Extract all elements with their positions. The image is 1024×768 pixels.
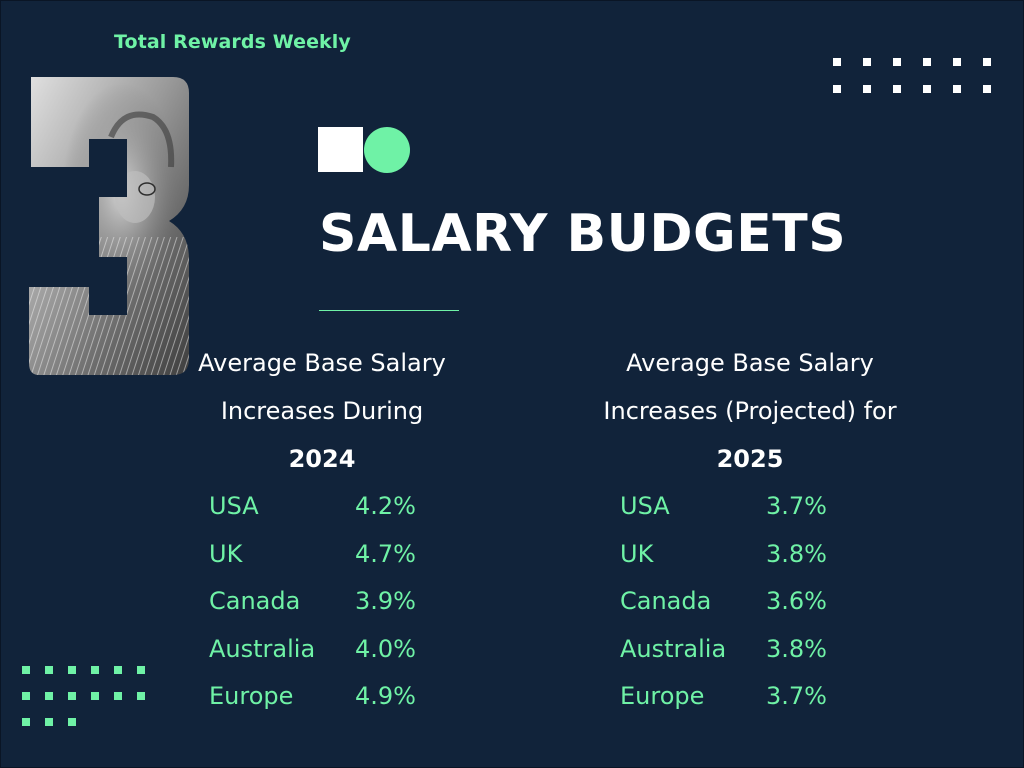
region-name: USA <box>620 492 670 520</box>
region-name: Europe <box>209 682 294 710</box>
salary-increases-2024: Average Base Salary Increases During 202… <box>181 339 463 721</box>
page-title: SALARY BUDGETS <box>319 204 847 264</box>
list-item: UK 3.8% <box>581 531 919 579</box>
list-item: Australia 4.0% <box>181 626 463 674</box>
column-heading-line2: Increases (Projected) for <box>603 397 897 425</box>
increase-value: 4.9% <box>355 682 416 710</box>
column-heading-line2: Increases During <box>220 397 424 425</box>
logo-circle-shape <box>364 127 410 173</box>
list-item: USA 3.7% <box>581 483 919 531</box>
column-year: 2025 <box>716 445 784 473</box>
region-name: Canada <box>620 587 712 615</box>
brand-logo <box>318 127 410 173</box>
list-item: USA 4.2% <box>181 483 463 531</box>
list-item: UK 4.7% <box>181 531 463 579</box>
increase-value: 3.8% <box>766 539 827 568</box>
title-divider <box>319 310 459 311</box>
column-heading-line1: Average Base Salary <box>198 349 446 377</box>
region-name: Australia <box>620 634 727 663</box>
region-name: UK <box>209 539 243 568</box>
increase-value: 3.6% <box>766 587 827 615</box>
region-name: Canada <box>209 587 301 615</box>
column-heading-line1: Average Base Salary <box>626 349 874 377</box>
region-list: USA 3.7% UK 3.8% Canada 3.6% Australia 3… <box>581 483 919 721</box>
issue-number-graphic <box>29 77 189 375</box>
list-item: Europe 3.7% <box>581 673 919 721</box>
salary-increases-2025: Average Base Salary Increases (Projected… <box>581 339 919 721</box>
increase-value: 3.9% <box>355 587 416 615</box>
increase-value: 3.7% <box>766 492 827 520</box>
region-name: USA <box>209 492 259 520</box>
decorative-dots-top <box>833 58 991 93</box>
region-name: Australia <box>209 634 316 663</box>
region-name: UK <box>620 539 654 568</box>
logo-square-shape <box>318 127 363 172</box>
region-name: Europe <box>620 682 705 710</box>
list-item: Australia 3.8% <box>581 626 919 674</box>
region-list: USA 4.2% UK 4.7% Canada 3.9% Australia 4… <box>181 483 463 721</box>
brand-title: Total Rewards Weekly <box>114 31 351 53</box>
column-year: 2024 <box>288 445 356 473</box>
increase-value: 4.2% <box>355 492 416 520</box>
increase-value: 4.0% <box>355 634 416 663</box>
increase-value: 3.7% <box>766 682 827 710</box>
increase-value: 4.7% <box>355 539 416 568</box>
list-item: Europe 4.9% <box>181 673 463 721</box>
list-item: Canada 3.9% <box>181 578 463 626</box>
list-item: Canada 3.6% <box>581 578 919 626</box>
increase-value: 3.8% <box>766 634 827 663</box>
decorative-dots-bottom <box>22 666 145 726</box>
